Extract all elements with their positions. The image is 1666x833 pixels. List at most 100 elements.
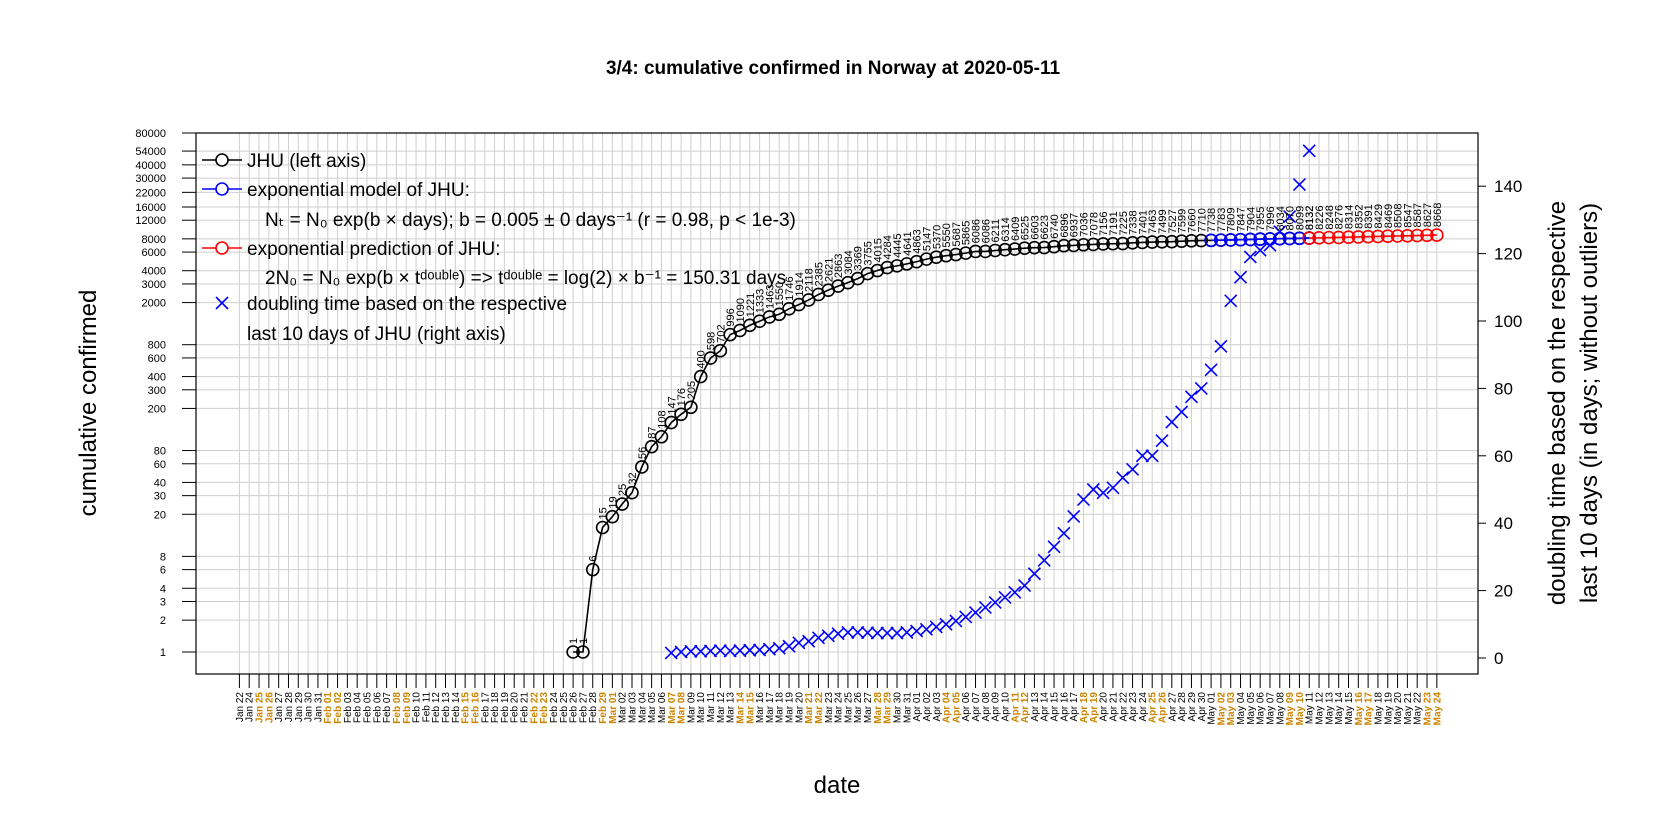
x-tick-label: Mar 17 [765,692,776,724]
right-tick-label: 0 [1494,649,1503,668]
jhu-data-label: 7156 [1098,211,1110,235]
jhu-data-label: 7955 [1255,207,1267,231]
x-tick-label: May 23 [1423,692,1434,726]
x-tick-label: Feb 24 [549,692,560,724]
jhu-data-label: 147 [666,396,678,414]
x-tick-label: Mar 01 [608,692,619,724]
doubling-time-point [1273,225,1287,239]
jhu-data-label: 7225 [1118,211,1130,235]
prediction-data-label: 8429 [1373,204,1385,228]
x-tick-label: Mar 15 [745,692,756,724]
left-tick-label: 20 [154,509,166,521]
x-tick-label: May 12 [1315,692,1326,725]
prediction-data-label: 8391 [1363,204,1375,228]
doubling-time-point [890,626,904,640]
doubling-time-point [1155,434,1169,448]
doubling-time-point [1283,209,1297,224]
x-tick-label: Feb 16 [470,692,481,724]
doubling-time-point [870,626,884,640]
x-tick-label: Feb 14 [451,692,462,724]
jhu-point [713,343,728,358]
jhu-point [703,351,718,365]
x-tick-label: May 20 [1393,692,1404,725]
doubling-time-point [851,625,865,639]
jhu-data-label: 7710 [1196,208,1208,232]
jhu-point [860,266,875,281]
x-tick-label: Mar 23 [824,692,835,724]
jhu-data-label: 1221 [745,293,757,317]
x-tick-label: May 08 [1275,692,1286,725]
chart-title: 3/4: cumulative confirmed in Norway at 2… [606,58,1061,79]
right-tick-label: 140 [1494,177,1522,196]
left-tick-label: 6000 [142,247,166,259]
jhu-data-label: 205 [686,381,698,399]
jhu-data-label: 1 [568,638,580,644]
jhu-point [635,460,649,474]
series-layer [566,144,1444,660]
doubling-time-point [1116,471,1130,485]
doubling-time-point [782,639,796,653]
x-tick-label: Mar 10 [696,692,707,724]
x-tick-label: Mar 03 [628,692,639,724]
right-axis: 0 20 40 60 80 100 120 140 [1478,177,1522,668]
jhu-data-label: 6086 [980,219,992,243]
jhu-point [1174,234,1189,249]
jhu-data-label: 1914 [794,272,806,296]
jhu-point [585,562,600,577]
x-tick-label: Apr 13 [1030,692,1041,722]
jhu-data-label: 7847 [1236,207,1248,231]
x-tick-label: Apr 12 [1020,692,1031,724]
left-tick-label: 8000 [142,234,166,246]
x-tick-label: Feb 05 [362,692,373,724]
doubling-time-point [1302,144,1316,158]
model-point [1223,233,1238,247]
prediction-point [1361,229,1375,244]
x-tick-label: May 05 [1246,692,1257,725]
x-tick-label: Mar 16 [755,692,766,724]
jhu-point [1017,241,1032,256]
doubling-time-point [733,644,747,658]
x-tick-label: Feb 29 [598,692,609,724]
x-tick-label: Mar 28 [873,692,884,724]
jhu-data-label: 5865 [961,221,973,245]
left-tick-label: 54000 [135,146,166,158]
doubling-time-point [939,617,953,631]
x-tick-label: Feb 21 [520,692,531,724]
jhu-data-label: 2118 [804,268,816,292]
jhu-data-label: 2863 [833,254,845,278]
x-tick-label: May 06 [1256,692,1267,725]
jhu-data-label: 6603 [1029,215,1041,239]
jhu-data-label: 4445 [892,233,904,257]
model-point [1282,231,1297,246]
jhu-point [1007,242,1022,256]
left-tick-label: 4 [160,583,166,595]
x-tick-label: Apr 09 [991,692,1002,722]
legend-label: doubling time based on the respective [247,294,567,315]
x-tick-label: Jan 25 [255,692,266,724]
jhu-point [595,520,610,535]
jhu-point [939,248,953,263]
right-tick-label: 120 [1494,245,1522,264]
x-tick-label: Feb 13 [441,692,452,724]
jhu-data-label: 15 [598,507,610,519]
doubling-time-point [949,614,963,628]
jhu-point [1115,236,1130,251]
jhu-point [988,243,1002,258]
doubling-time-point [1096,486,1110,500]
jhu-data-label: 1090 [735,298,747,322]
x-tick-label: Mar 30 [893,692,904,724]
left-tick-label: 3000 [142,279,166,291]
left-tick-label: 2000 [142,298,166,310]
jhu-point [1037,240,1052,255]
jhu-data-label: 1 [578,638,590,644]
jhu-data-label: 25 [617,484,629,496]
jhu-point [1184,234,1199,248]
jhu-data-label: 3084 [843,250,855,274]
x-tick-label: May 01 [1207,692,1218,725]
x-tick-label: Apr 17 [1069,692,1080,722]
x-tick-label: May 02 [1216,692,1227,726]
jhu-point [958,246,973,260]
prediction-point [1430,228,1444,242]
model-point [1233,232,1248,247]
